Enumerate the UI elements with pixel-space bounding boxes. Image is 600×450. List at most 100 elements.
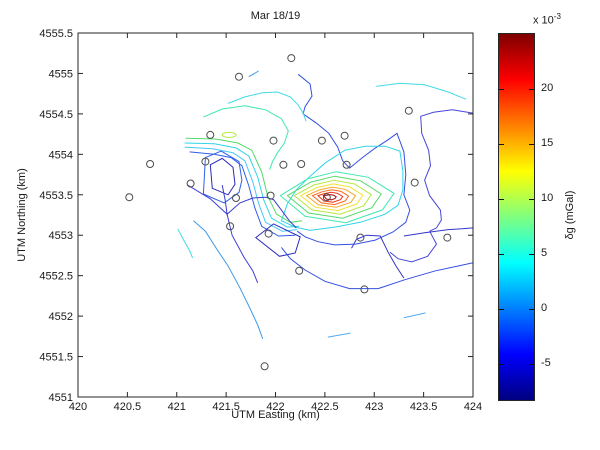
contour-line (193, 220, 264, 339)
station-marker (235, 72, 243, 81)
x-tick-label: 424 (464, 401, 482, 413)
contour-line (227, 91, 307, 122)
colorbar-tick-label: 10 (541, 192, 554, 204)
contour-line (254, 223, 301, 257)
station-marker (266, 191, 275, 200)
colorbar-tick (499, 309, 504, 310)
contour-line (403, 227, 474, 237)
x-tick-label: 421.5 (212, 401, 240, 413)
colorbar-tick (499, 144, 504, 145)
station-marker (342, 160, 351, 169)
y-axis-label: UTM Northing (km) (16, 168, 28, 262)
colorbar-tick-label: 0 (541, 302, 548, 314)
contour-line (403, 312, 426, 319)
axes-box (77, 32, 474, 398)
y-tick-label: 4551.5 (39, 352, 73, 364)
x-tick-label: 421 (168, 401, 186, 413)
station-marker (410, 178, 419, 187)
contour-ellipse (221, 131, 237, 138)
y-tick-label: 4554 (49, 149, 73, 161)
contour-peak-ring (322, 194, 337, 201)
contour-line (327, 332, 351, 338)
colorbar-tick-label: -5 (541, 357, 551, 369)
colorbar-scale-multiplier: x 10-3 (533, 12, 561, 27)
station-marker (340, 131, 349, 140)
y-tick-label: 4552.5 (39, 271, 73, 283)
x-axis-label: UTM Easting (km) (231, 409, 320, 421)
contour-line (177, 228, 194, 259)
contour-line (248, 70, 259, 78)
colorbar-tick-label: 20 (541, 82, 554, 94)
colorbar-tick (529, 309, 534, 310)
station-marker (206, 130, 215, 139)
x-tick-label: 420.5 (114, 401, 142, 413)
y-tick-label: 4555 (49, 68, 73, 80)
y-tick-label: 4555.5 (39, 28, 73, 40)
contour-peak-ring (279, 171, 395, 224)
colorbar-tick (529, 199, 534, 200)
contour-line (203, 105, 289, 170)
contour-peak-ring (305, 186, 357, 208)
contour-line (389, 230, 438, 263)
station-marker (404, 106, 413, 115)
y-tick-label: 4553.5 (39, 190, 73, 202)
contour-peak-ring (317, 191, 344, 203)
station-marker (322, 193, 331, 202)
x-tick-label: 422.5 (311, 401, 339, 413)
contour-line (281, 247, 474, 290)
contour-line (420, 109, 474, 232)
colorbar-tick (499, 364, 504, 365)
station-marker (269, 136, 278, 145)
station-marker (226, 222, 235, 231)
contour-peak-ring (311, 189, 350, 206)
contour-line (351, 234, 405, 279)
colorbar-tick (529, 364, 534, 365)
x-tick-label: 423.5 (410, 401, 438, 413)
station-marker (146, 160, 155, 168)
station-marker (125, 193, 134, 202)
contour-line (187, 184, 259, 284)
colorbar-tick-label: 15 (541, 137, 554, 149)
contour-line (221, 185, 297, 229)
contour-line (184, 142, 300, 228)
station-marker (287, 54, 296, 63)
station-marker (297, 160, 306, 168)
contour-line (296, 73, 411, 246)
station-marker (356, 233, 365, 242)
colorbar-tick-label: 5 (541, 247, 548, 259)
contour-line (376, 82, 467, 100)
colorbar-tick (529, 254, 534, 255)
station-marker (360, 285, 369, 294)
contour-peak-ring (286, 175, 382, 219)
station-marker (295, 266, 304, 275)
colorbar-tick (499, 254, 504, 255)
colorbar-tick (499, 89, 504, 90)
colorbar-tick (529, 144, 534, 145)
plot-title: Mar 18/19 (250, 10, 301, 22)
y-tick-label: 4552 (49, 311, 73, 323)
contour-line (185, 137, 303, 223)
colorbar-tick (499, 199, 504, 200)
colorbar-axis-label: δg (mGal) (564, 190, 576, 240)
contour-line (189, 151, 296, 237)
y-tick-label: 4551 (49, 392, 73, 404)
station-marker (443, 233, 452, 242)
x-tick-label: 420 (69, 401, 87, 413)
contour-line (209, 157, 236, 196)
colorbar (498, 33, 535, 401)
station-marker (317, 136, 326, 145)
station-marker (201, 157, 210, 166)
y-tick-label: 4554.5 (39, 109, 73, 121)
station-marker (264, 229, 273, 238)
contour-line (202, 150, 243, 204)
contour-peak-ring (299, 183, 364, 212)
x-tick-label: 423 (365, 401, 383, 413)
station-marker (279, 160, 288, 169)
contour-line (184, 146, 298, 232)
station-marker (186, 179, 195, 188)
contour-peak-ring (293, 179, 373, 215)
x-tick-label: 422 (266, 401, 284, 413)
y-tick-label: 4553 (49, 230, 73, 242)
